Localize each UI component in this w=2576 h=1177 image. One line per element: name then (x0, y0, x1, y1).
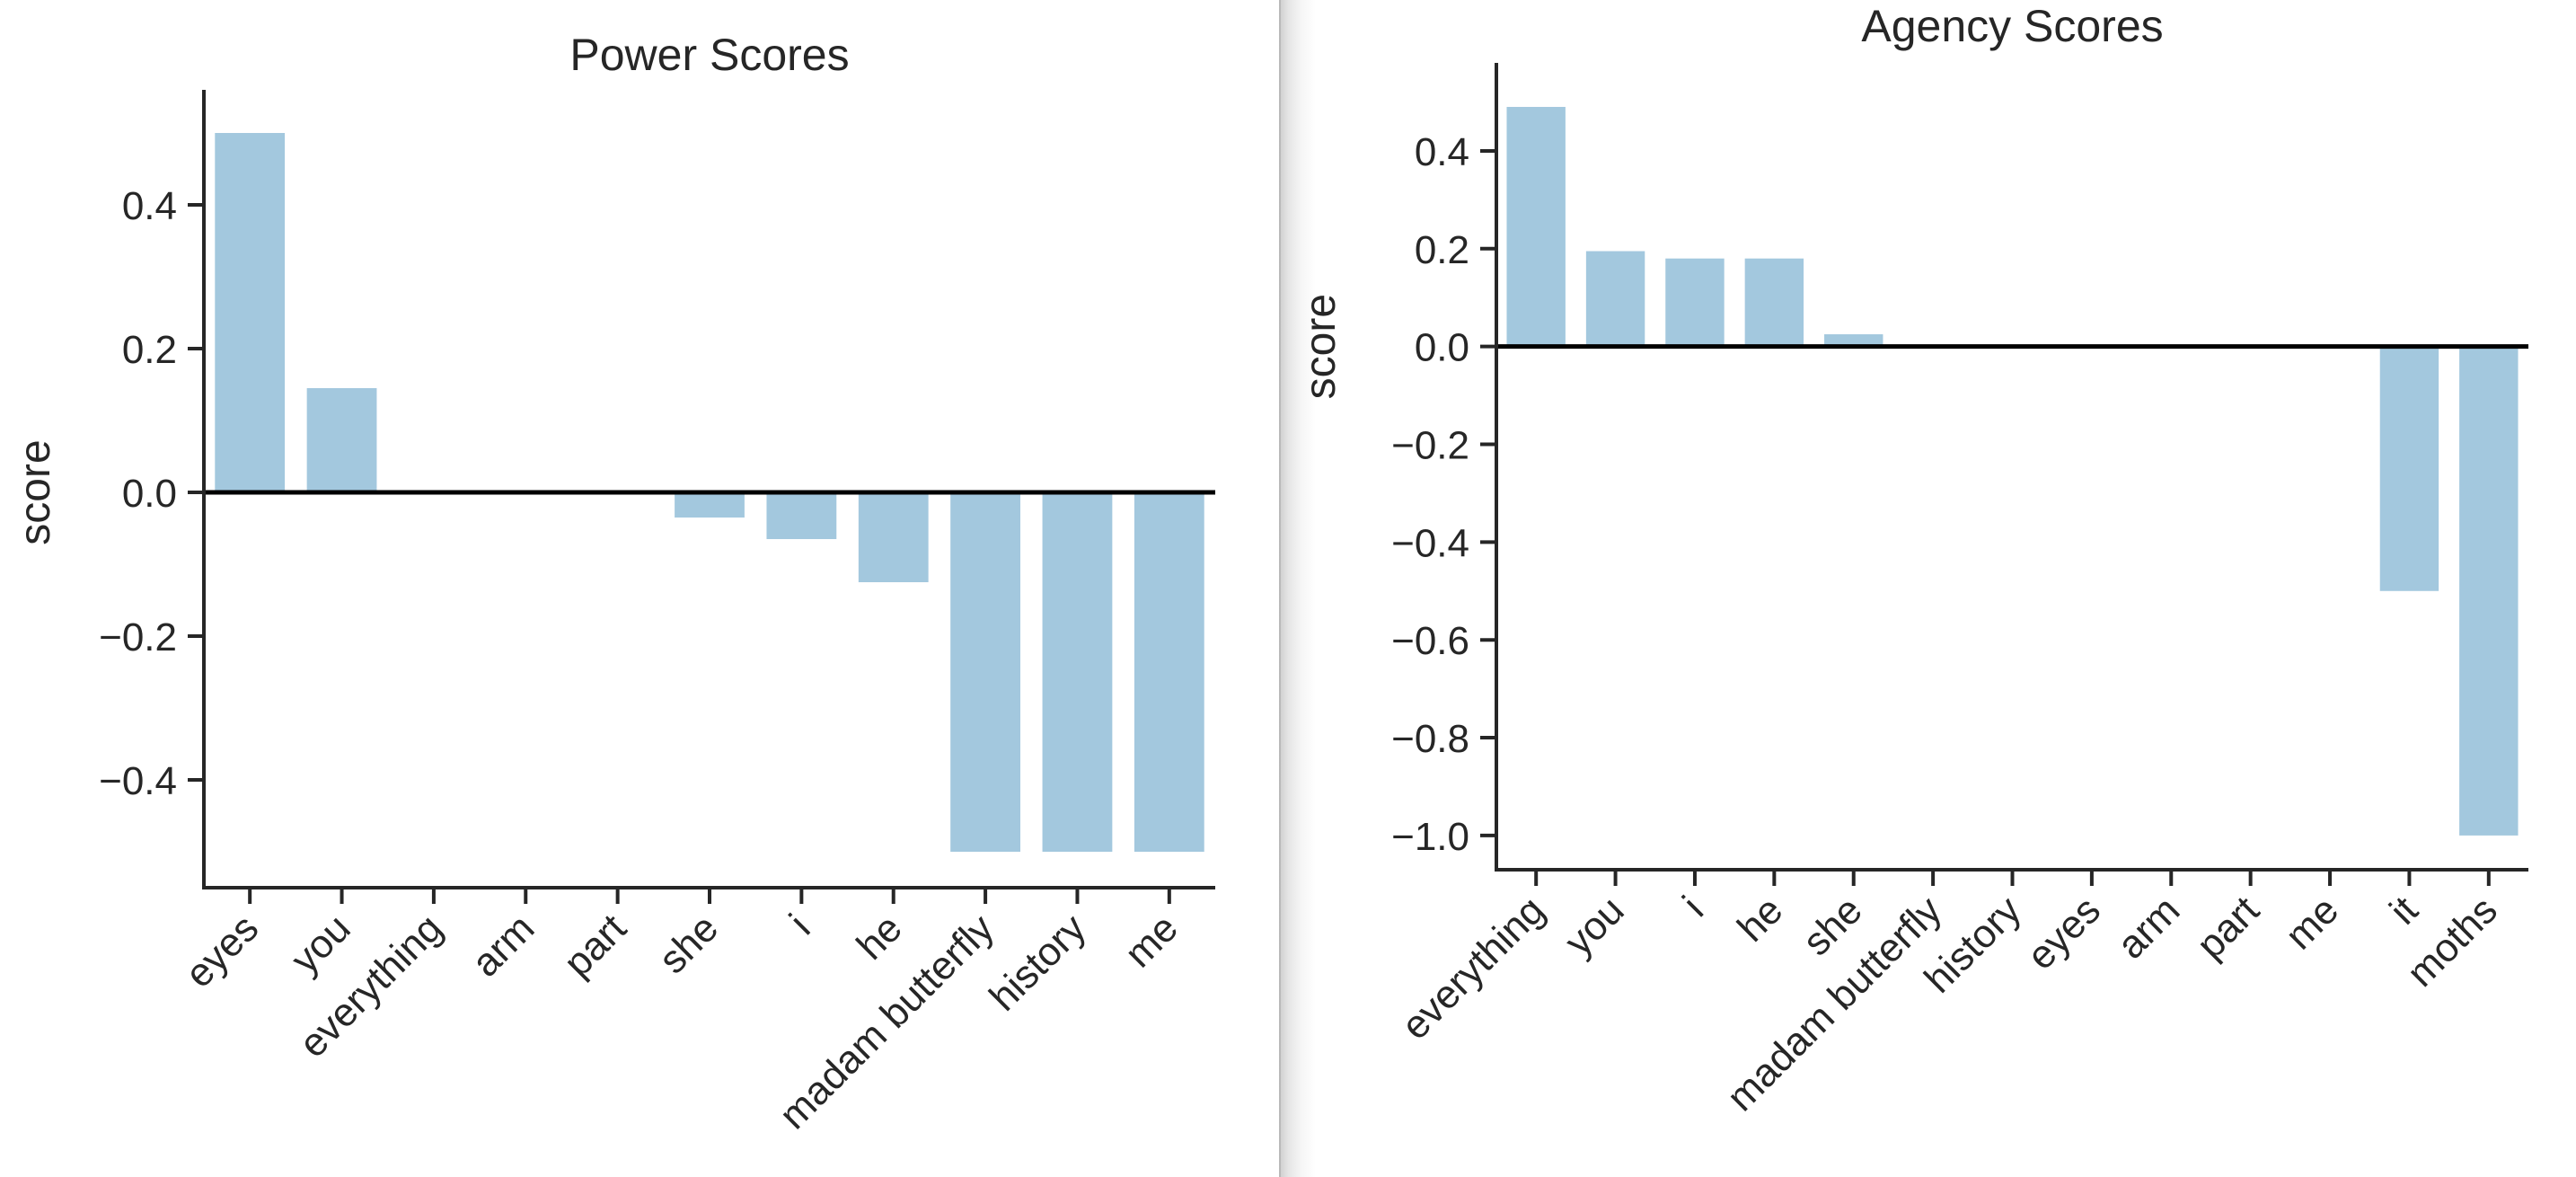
x-tick-label-me: me (1116, 906, 1187, 976)
y-tick-label: −0.4 (1391, 521, 1469, 565)
agency-scores-chart: Agency Scores score 0.4 0.2 0.0 −0.2 −0.4 −0.6 −… (1297, 1, 2528, 1119)
x-tick-label-you: you (1557, 888, 1633, 964)
bar-she (675, 492, 745, 518)
bar-i (1665, 258, 1725, 347)
power-scores-chart: Power Scores score 0.4 0.2 0.0 −0.2 −0.4 eyes yo… (12, 30, 1215, 1137)
x-tick-label-part: part (555, 906, 634, 985)
x-tick-label-everything: everything (1393, 888, 1553, 1048)
x-tick-label-me: me (2277, 888, 2347, 958)
bar-he (858, 492, 929, 582)
bar-it (2379, 346, 2439, 591)
y-tick-label: −0.4 (99, 759, 177, 803)
x-tick-label-arm: arm (2109, 888, 2188, 967)
x-tick-label-eyes: eyes (177, 906, 267, 996)
chart-title: Power Scores (569, 30, 849, 80)
window-divider-shadow (1280, 0, 1316, 1177)
bar-she (1824, 334, 1883, 347)
y-tick-label: 0.4 (122, 184, 177, 228)
bar-everything (1506, 106, 1566, 347)
x-tick-label-he: he (1729, 888, 1791, 950)
window-divider (1279, 0, 1281, 1177)
bar-you (1585, 251, 1645, 347)
y-tick-label: 0.0 (1415, 326, 1469, 370)
y-tick-label: 0.0 (122, 472, 177, 516)
bar-you (306, 388, 377, 492)
x-tick-label-it: it (2381, 888, 2426, 933)
bar-eyes (215, 133, 286, 492)
y-tick-label: −0.2 (99, 615, 177, 659)
bar-madam-butterfly (950, 492, 1020, 852)
x-tick-label-i: i (1674, 888, 1712, 925)
y-tick-label: −0.8 (1391, 717, 1469, 761)
y-tick-label: 0.2 (122, 328, 177, 372)
y-tick-label: −0.2 (1391, 424, 1469, 468)
x-tick-label-part: part (2188, 888, 2267, 967)
chart-title: Agency Scores (1861, 1, 2163, 51)
y-tick-label: −0.6 (1391, 619, 1469, 663)
bar-history (1042, 492, 1113, 852)
x-tick-label-she: she (650, 906, 727, 982)
x-tick-label-he: he (849, 906, 911, 968)
x-tick-label-moths: moths (2398, 888, 2505, 995)
y-axis-label: score (1297, 294, 1345, 399)
y-tick-label: 0.2 (1415, 228, 1469, 272)
x-tick-label-arm: arm (463, 906, 543, 985)
bar-moths (2459, 346, 2519, 836)
bar-me (1134, 492, 1204, 852)
x-tick-label-eyes: eyes (2019, 888, 2109, 978)
x-tick-label-history: history (981, 906, 1094, 1019)
y-axis-label: score (12, 439, 59, 544)
bar-he (1744, 258, 1804, 347)
y-tick-label: 0.4 (1415, 130, 1469, 174)
bar-i (766, 492, 837, 539)
y-tick-label: −1.0 (1391, 815, 1469, 859)
x-tick-label-you: you (283, 906, 359, 982)
x-tick-label-i: i (781, 906, 819, 943)
